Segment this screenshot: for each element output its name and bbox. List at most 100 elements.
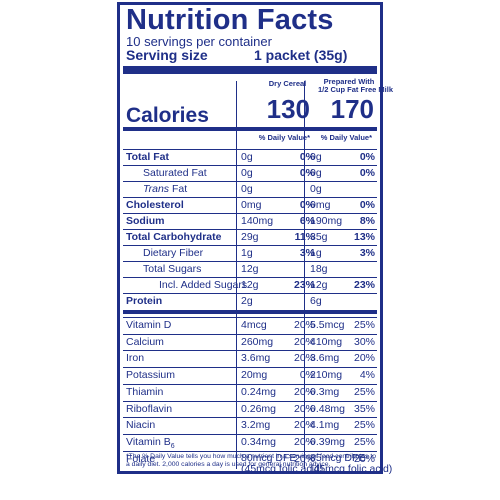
nutrient-prep-amt: 0g — [310, 167, 322, 179]
nutrient-dry-amt: 0g — [241, 183, 253, 195]
nutrient-prep-pct: 25% — [353, 319, 375, 331]
nutrient-prep-amt: 4.1mg — [310, 419, 340, 432]
nutrient-dry-amt: 260mg — [241, 335, 274, 348]
nutrient-prep-pct: 4% — [359, 369, 375, 382]
nutrient-row: Dietary Fiber 1g 3% 1g 3% — [123, 245, 377, 262]
nutrient-prep-amt: 0.3mg — [310, 385, 340, 398]
column-head-prepared-line1: Prepared With — [323, 77, 375, 86]
nutrient-row: Sodium 140mg 6% 190mg 8% — [123, 213, 377, 230]
nutrient-name: Trans Fat — [143, 183, 188, 195]
calories-prepared: 170 — [330, 94, 374, 124]
serving-size-label: Serving size — [126, 47, 208, 63]
nutrition-facts-label: Nutrition Facts 10 servings per containe… — [117, 2, 394, 475]
nutrient-dry-amt: 2g — [241, 295, 253, 307]
nutrient-name: Vitamin B6 — [126, 435, 175, 450]
nutrient-row: Total Sugars 12g 18g — [123, 261, 377, 278]
nutrient-prep-amt: 0g — [310, 183, 322, 195]
nutrient-name: Sodium — [126, 215, 165, 227]
nutrient-dry-amt: 29g — [241, 231, 259, 243]
nutrient-dry-pct: 20% — [293, 319, 315, 331]
serving-size-value: 1 packet (35g) — [254, 47, 348, 63]
nutrient-dry-amt: 12g — [241, 279, 259, 291]
nutrient-dry-pct: 0% — [299, 199, 315, 211]
calories-label: Calories — [126, 104, 209, 127]
nutrient-dry-pct: 3% — [299, 247, 315, 259]
servings-per-container: 10 servings per container — [126, 34, 272, 49]
nutrient-dry-amt: 3.6mg — [241, 352, 271, 365]
nutrient-prep-amt: 1g — [310, 247, 322, 259]
nutrient-dry-amt: 1g — [241, 247, 253, 259]
nutrient-prep-pct: 0% — [359, 151, 375, 163]
nutrient-row: Protein 2g 6g — [123, 293, 377, 310]
nutrient-prep-amt: 0g — [310, 151, 322, 163]
nutrient-dry-amt: 0mg — [241, 199, 262, 211]
nutrient-prep-amt: 3.6mg — [310, 352, 340, 365]
nutrient-prep-pct: 23% — [353, 279, 375, 291]
nutrient-row: Saturated Fat 0g 0% 0g 0% — [123, 165, 377, 182]
nutrient-dry-amt: 0.34mg — [241, 435, 277, 448]
nutrient-dry-pct: 20% — [293, 435, 315, 448]
nutrient-name: Cholesterol — [126, 199, 184, 211]
nutrient-prep-amt: 18g — [310, 263, 328, 275]
nutrient-dry-pct: 20% — [293, 335, 315, 348]
nutrient-prep-amt: 35g — [310, 231, 328, 243]
nutrient-prep-pct: 20% — [353, 352, 375, 365]
nutrient-prep-pct: 25% — [353, 385, 375, 398]
nutrient-prep-amt: 410mg — [310, 335, 343, 348]
nutrient-dry-amt: 0g — [241, 167, 253, 179]
nutrient-dry-pct: 23% — [293, 279, 315, 291]
nutrient-name: Total Carbohydrate — [126, 231, 222, 243]
nutrient-dry-pct: 0% — [299, 167, 315, 179]
nutrient-name: Protein — [126, 295, 163, 307]
nutrient-dry-amt: 0g — [241, 151, 253, 163]
nutrient-dry-pct: 20% — [293, 452, 315, 465]
nutrient-prep-amt: 0.39mg — [310, 435, 346, 448]
nutrient-prep-amt: 0mg — [310, 199, 331, 211]
nutrient-prep-pct: 8% — [359, 215, 375, 227]
label-title: Nutrition Facts — [126, 4, 334, 36]
nutrient-dry-amt: 3.2mg — [241, 419, 271, 432]
nutrient-name: Iron — [126, 352, 145, 365]
nutrient-row: Potassium 20mg 0% 210mg 4% — [123, 367, 377, 384]
nutrient-name: Niacin — [126, 419, 156, 432]
nutrient-name: Vitamin D — [126, 319, 172, 331]
nutrient-name: Incl. Added Sugars — [159, 279, 248, 291]
nutrient-prep-amt: 6g — [310, 295, 322, 307]
nutrient-name: Saturated Fat — [143, 167, 207, 179]
nutrient-prep-amt: 0.48mg — [310, 402, 346, 415]
nutrient-prep-pct: 3% — [359, 247, 375, 259]
nutrient-row: Riboflavin 0.26mg 20% 0.48mg 35% — [123, 400, 377, 418]
nutrient-dry-amt: 80mcg DFE (45mcg folic acid) — [241, 451, 324, 475]
nutrient-name: Total Sugars — [143, 263, 202, 275]
nutrient-prep-pct: 25% — [353, 419, 375, 432]
thick-divider — [123, 66, 377, 74]
nutrient-prep-pct: 20% — [353, 452, 375, 465]
nutrient-row: Total Fat 0g 0% 0g 0% — [123, 149, 377, 166]
nutrient-dry-pct: 0% — [299, 151, 315, 163]
nutrient-dry-amt: 20mg — [241, 369, 268, 382]
nutrient-row: Calcium 260mg 20% 410mg 30% — [123, 333, 377, 351]
footnote: *The % Daily Value tells you how much a … — [126, 453, 376, 468]
nutrient-row: Cholesterol 0mg 0% 0mg 0% — [123, 197, 377, 214]
nutrient-dry-amt: 0.26mg — [241, 402, 277, 415]
nutrient-row: Thiamin 0.24mg 20% 0.3mg 25% — [123, 383, 377, 401]
nutrient-name: Riboflavin — [126, 402, 173, 415]
nutrient-row: Niacin 3.2mg 20% 4.1mg 25% — [123, 417, 377, 434]
nutrient-prep-amt: 190mg — [310, 215, 343, 227]
column-head-dry: Dry Cereal — [268, 79, 307, 88]
nutrient-dry-amt: 12g — [241, 263, 259, 275]
column-divider-2 — [304, 81, 305, 469]
nutrient-prep-pct: 25% — [353, 435, 375, 448]
nutrient-row: Incl. Added Sugars 12g 23% 12g 23% — [123, 277, 377, 294]
column-head-prepared-line2: 1/2 Cup Fat Free Milk — [318, 85, 394, 94]
nutrient-name: Total Fat — [126, 151, 169, 163]
daily-value-head-dry: % Daily Value* — [258, 133, 310, 142]
nutrient-prep-amt: 12g — [310, 279, 328, 291]
nutrient-dry-pct: 20% — [293, 352, 315, 365]
nutrient-dry-amt: 4mcg — [241, 319, 267, 331]
daily-value-head-prepared: % Daily Value* — [320, 133, 372, 142]
nutrient-row: Trans Fat 0g 0g — [123, 181, 377, 198]
nutrient-row: Iron 3.6mg 20% 3.6mg 20% — [123, 350, 377, 367]
nutrient-row: Vitamin B6 0.34mg 20% 0.39mg 25% — [123, 433, 377, 451]
nutrient-prep-amt: 85mcg DFE (45mcg folic acid) — [310, 451, 393, 475]
